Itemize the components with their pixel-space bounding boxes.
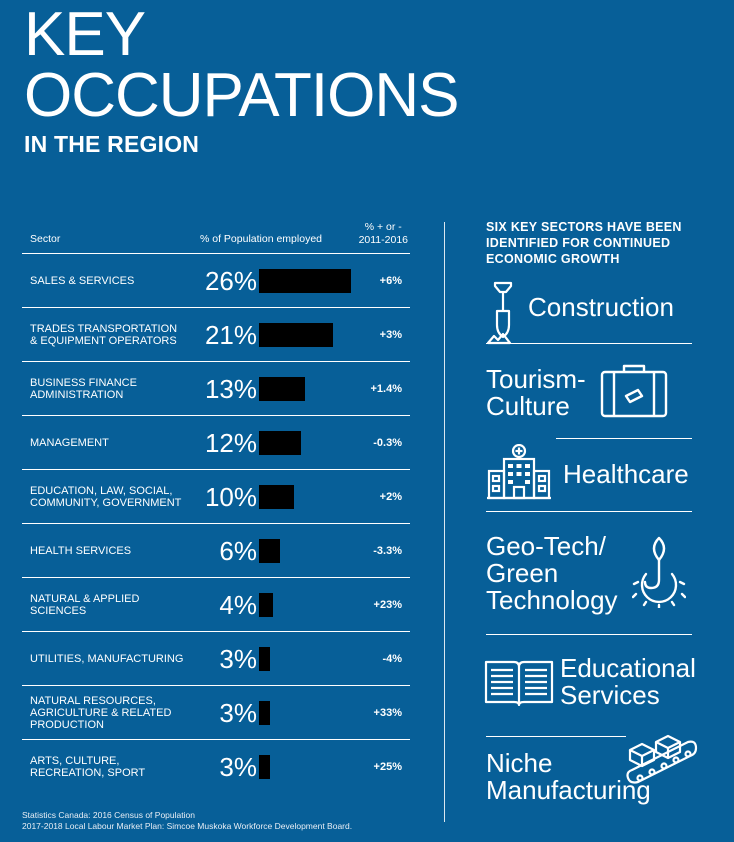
change-label: +6% bbox=[379, 274, 402, 287]
occupation-table: Sector % of Population employed % + or -… bbox=[22, 218, 410, 793]
table-row: UTILITIES, MANUFACTURING 3% -4% bbox=[22, 632, 410, 686]
bar bbox=[259, 646, 270, 671]
header-change-line2: 2011-2016 bbox=[358, 234, 408, 246]
title-line-2: OCCUPATIONS bbox=[24, 61, 460, 130]
sector-divider-0 bbox=[486, 343, 692, 344]
value-label: 3% bbox=[219, 697, 257, 728]
leaf-gear-icon bbox=[632, 536, 686, 608]
bar bbox=[259, 700, 270, 725]
sector-label-0: Construction bbox=[528, 292, 674, 322]
change-label: -3.3% bbox=[373, 544, 402, 557]
title-line-1: KEY bbox=[24, 0, 146, 69]
table-body: SALES & SERVICES 26% +6% TRADES TRANSPORTAT… bbox=[22, 254, 410, 793]
table-row: BUSINESS FINANCE ADMINISTRATION 13% +1.4% bbox=[22, 362, 410, 416]
change-label: +25% bbox=[373, 760, 402, 773]
change-label: -0.3% bbox=[373, 436, 402, 449]
sector-label-1: Tourism- Culture bbox=[486, 364, 586, 421]
footnote: Statistics Canada: 2016 Census of Popula… bbox=[22, 810, 352, 832]
hospital-icon bbox=[487, 444, 551, 500]
change-label: +23% bbox=[373, 598, 402, 611]
change-label: +3% bbox=[379, 328, 402, 341]
sector-name: TRADES TRANSPORTATION & EQUIPMENT OPERAT… bbox=[30, 322, 178, 347]
sector-divider-2 bbox=[486, 511, 692, 512]
sector-divider-1 bbox=[556, 438, 692, 439]
sector-name: EDUCATION, LAW, SOCIAL, COMMUNITY, GOVER… bbox=[30, 484, 182, 509]
bar bbox=[259, 538, 281, 563]
header-population: % of Population employed bbox=[200, 233, 322, 245]
value-label: 6% bbox=[219, 535, 257, 566]
table-header: Sector % of Population employed % + or -… bbox=[22, 218, 410, 254]
sector-name: NATURAL & APPLIED SCIENCES bbox=[30, 592, 140, 617]
table-row: NATURAL & APPLIED SCIENCES 4% +23% bbox=[22, 578, 410, 632]
change-label: +2% bbox=[379, 490, 402, 503]
sector-label-2: Healthcare bbox=[563, 459, 689, 489]
header-change: % + or - 2011-2016 bbox=[359, 221, 408, 247]
column-divider bbox=[444, 222, 445, 822]
sector-name: UTILITIES, MANUFACTURING bbox=[30, 652, 184, 665]
bar bbox=[259, 484, 295, 509]
value-label: 4% bbox=[219, 589, 257, 620]
change-label: -4% bbox=[382, 652, 402, 665]
value-label: 21% bbox=[204, 319, 257, 350]
change-label: +1.4% bbox=[370, 382, 403, 395]
bar bbox=[259, 322, 334, 347]
sector-divider-3 bbox=[486, 634, 692, 635]
suitcase-icon bbox=[600, 364, 668, 418]
table-row: SALES & SERVICES 26% +6% bbox=[22, 254, 410, 308]
sector-divider-4 bbox=[486, 736, 626, 737]
conveyor-icon bbox=[626, 734, 698, 784]
value-label: 12% bbox=[204, 427, 257, 458]
change-label: +33% bbox=[373, 706, 402, 719]
bar bbox=[259, 376, 305, 401]
sector-name: MANAGEMENT bbox=[30, 436, 109, 449]
value-label: 3% bbox=[219, 643, 257, 674]
value-label: 13% bbox=[204, 373, 257, 404]
sector-label-4: Educational Services bbox=[560, 653, 696, 710]
sectors-heading: SIX KEY SECTORS HAVE BEEN IDENTIFIED FOR… bbox=[486, 220, 682, 266]
sector-name: SALES & SERVICES bbox=[30, 274, 135, 287]
bar bbox=[259, 592, 274, 617]
header-sector: Sector bbox=[30, 233, 61, 245]
value-label: 26% bbox=[204, 265, 257, 296]
footnote-line-2: 2017-2018 Local Labour Market Plan: Simc… bbox=[22, 821, 353, 831]
sector-label-3: Geo-Tech/ Green Technology bbox=[486, 531, 618, 615]
sector-name: NATURAL RESOURCES, AGRICULTURE & RELATED… bbox=[30, 694, 172, 731]
bar bbox=[259, 268, 351, 293]
table-row: EDUCATION, LAW, SOCIAL, COMMUNITY, GOVER… bbox=[22, 470, 410, 524]
table-row: HEALTH SERVICES 6% -3.3% bbox=[22, 524, 410, 578]
table-row: TRADES TRANSPORTATION & EQUIPMENT OPERAT… bbox=[22, 308, 410, 362]
footnote-line-1: Statistics Canada: 2016 Census of Popula… bbox=[22, 810, 195, 820]
sector-name: ARTS, CULTURE, RECREATION, SPORT bbox=[30, 754, 146, 779]
bar bbox=[259, 430, 302, 455]
shovel-icon bbox=[486, 281, 513, 345]
table-row: NATURAL RESOURCES, AGRICULTURE & RELATED… bbox=[22, 686, 410, 740]
value-label: 3% bbox=[219, 751, 257, 782]
value-label: 10% bbox=[204, 481, 257, 512]
title-block: KEY OCCUPATIONS IN THE REGION bbox=[24, 0, 460, 158]
subtitle: IN THE REGION bbox=[24, 131, 200, 157]
sector-name: BUSINESS FINANCE ADMINISTRATION bbox=[30, 376, 137, 401]
table-row: ARTS, CULTURE, RECREATION, SPORT 3% +25% bbox=[22, 740, 410, 793]
bar bbox=[259, 754, 270, 779]
table-row: MANAGEMENT 12% -0.3% bbox=[22, 416, 410, 470]
open-book-icon bbox=[484, 660, 554, 706]
header-change-line1: % + or - bbox=[364, 221, 402, 233]
sector-label-5: Niche Manufacturing bbox=[486, 748, 651, 805]
sector-name: HEALTH SERVICES bbox=[30, 544, 132, 557]
